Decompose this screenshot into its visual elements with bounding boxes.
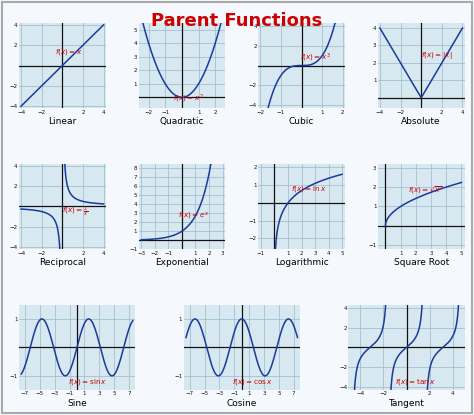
- Text: Parent Functions: Parent Functions: [151, 12, 323, 29]
- X-axis label: Exponential: Exponential: [155, 258, 209, 267]
- X-axis label: Sine: Sine: [67, 399, 87, 408]
- X-axis label: Quadratic: Quadratic: [160, 117, 204, 127]
- Text: $f(x) = \cos x$: $f(x) = \cos x$: [232, 377, 273, 387]
- Text: $f(x) = \sin x$: $f(x) = \sin x$: [68, 377, 107, 387]
- X-axis label: Square Root: Square Root: [393, 258, 449, 267]
- X-axis label: Cubic: Cubic: [289, 117, 314, 127]
- Text: $f(x) = x^3$: $f(x) = x^3$: [300, 51, 330, 64]
- Text: $f(x) = e^x$: $f(x) = e^x$: [178, 211, 210, 222]
- X-axis label: Reciprocal: Reciprocal: [39, 258, 86, 267]
- Text: $f(x) = \frac{1}{x}$: $f(x) = \frac{1}{x}$: [62, 205, 89, 218]
- Text: $f(x) = \tan x$: $f(x) = \tan x$: [395, 377, 436, 387]
- X-axis label: Logarithmic: Logarithmic: [274, 258, 328, 267]
- Text: $f(x) = x$: $f(x) = x$: [55, 47, 83, 57]
- X-axis label: Cosine: Cosine: [227, 399, 257, 408]
- X-axis label: Absolute: Absolute: [401, 117, 441, 127]
- X-axis label: Linear: Linear: [48, 117, 76, 127]
- X-axis label: Tangent: Tangent: [389, 399, 424, 408]
- Text: $f(x) = |x|$: $f(x) = |x|$: [421, 50, 453, 61]
- Text: $f(x) = \ln x$: $f(x) = \ln x$: [291, 184, 327, 194]
- Text: $f(x) = x^2$: $f(x) = x^2$: [173, 93, 204, 105]
- Text: $f(x) = \sqrt{x}$: $f(x) = \sqrt{x}$: [408, 185, 442, 196]
